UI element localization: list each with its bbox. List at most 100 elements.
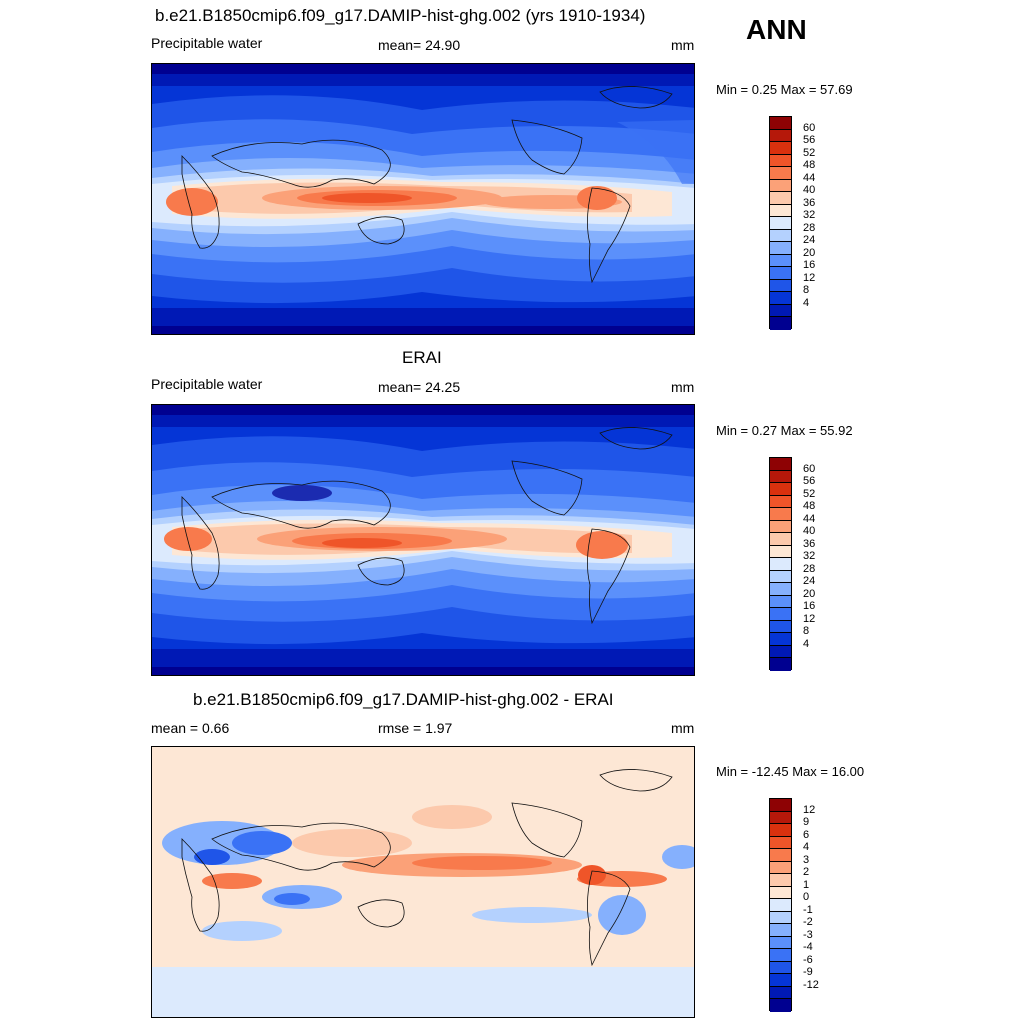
- colorbar-tick-label: 12: [803, 612, 816, 625]
- colorbar-segment: [770, 849, 791, 862]
- colorbar-segment: [770, 986, 791, 1000]
- colorbar-tick-label: 28: [803, 221, 816, 234]
- colorbar-tick-label: 28: [803, 562, 816, 575]
- colorbar-segment: [770, 304, 791, 318]
- panel-1-minmax: Min = 0.25 Max = 57.69: [716, 82, 853, 97]
- panel-2-units: mm: [671, 379, 695, 395]
- colorbar-segment: [770, 545, 791, 559]
- colorbar-tick-label: -9: [803, 966, 813, 979]
- colorbar-segment: [770, 570, 791, 584]
- colorbar-tick-label: 20: [803, 587, 816, 600]
- colorbar-segment: [770, 999, 791, 1012]
- colorbar-segment: [770, 167, 791, 180]
- colorbar-tick-label: 56: [803, 475, 816, 488]
- panel-3-title: b.e21.B1850cmip6.f09_g17.DAMIP-hist-ghg.…: [193, 690, 614, 709]
- colorbar-tick-label: -4: [803, 941, 813, 954]
- colorbar-segment: [770, 192, 791, 205]
- panel-1-title: b.e21.B1850cmip6.f09_g17.DAMIP-hist-ghg.…: [155, 6, 646, 25]
- colorbar-segment: [770, 279, 791, 293]
- panel-2-map: [151, 404, 695, 676]
- colorbar-segment: [770, 936, 791, 950]
- colorbar-segment: [770, 899, 791, 912]
- colorbar-tick-label: 44: [803, 512, 816, 525]
- colorbar-segment: [770, 824, 791, 837]
- panel-2-colorbar: [769, 457, 792, 671]
- colorbar-segment: [770, 861, 791, 875]
- colorbar-tick-label: 1: [803, 878, 810, 891]
- panel-1-variable-label: Precipitable water: [151, 35, 263, 51]
- panel-3-minmax: Min = -12.45 Max = 16.00: [716, 764, 865, 779]
- colorbar-tick-label: 4: [803, 637, 810, 650]
- colorbar-tick-label: 52: [803, 146, 816, 159]
- colorbar-tick-label: 32: [803, 209, 816, 222]
- colorbar-segment: [770, 974, 791, 987]
- colorbar-tick-label: 6: [803, 828, 810, 841]
- colorbar-tick-label: 12: [803, 803, 816, 816]
- colorbar-tick-label: 24: [803, 234, 816, 247]
- colorbar-segment: [770, 317, 791, 330]
- colorbar-tick-label: -3: [803, 928, 813, 941]
- colorbar-segment: [770, 520, 791, 534]
- colorbar-segment: [770, 154, 791, 168]
- colorbar-tick-label: -1: [803, 903, 813, 916]
- panel-3-units: mm: [671, 720, 695, 736]
- colorbar-segment: [770, 836, 791, 850]
- colorbar-tick-label: 16: [803, 259, 816, 272]
- colorbar-segment: [770, 267, 791, 280]
- panel-2-title: ERAI: [402, 348, 442, 367]
- colorbar-segment: [770, 229, 791, 243]
- colorbar-tick-label: 3: [803, 853, 810, 866]
- panel-1-map: [151, 63, 695, 335]
- colorbar-segment: [770, 558, 791, 571]
- colorbar-segment: [770, 242, 791, 255]
- season-label: ANN: [746, 14, 807, 45]
- colorbar-segment: [770, 949, 791, 962]
- colorbar-tick-label: 4: [803, 841, 810, 854]
- panel-3-colorbar: [769, 798, 792, 1012]
- colorbar-tick-label: 48: [803, 500, 816, 513]
- colorbar-tick-label: 0: [803, 891, 810, 904]
- colorbar-tick-label: 60: [803, 462, 816, 475]
- colorbar-tick-label: 44: [803, 171, 816, 184]
- colorbar-tick-label: 16: [803, 600, 816, 613]
- panel-1-colorbar: [769, 116, 792, 330]
- colorbar-segment: [770, 911, 791, 925]
- colorbar-segment: [770, 217, 791, 230]
- colorbar-segment: [770, 811, 791, 825]
- colorbar-segment: [770, 204, 791, 218]
- colorbar-tick-label: 20: [803, 246, 816, 259]
- colorbar-tick-label: -6: [803, 953, 813, 966]
- colorbar-segment: [770, 470, 791, 484]
- colorbar-tick-label: 9: [803, 816, 810, 829]
- colorbar-tick-label: 36: [803, 537, 816, 550]
- colorbar-tick-label: 48: [803, 159, 816, 172]
- panel-2-variable-label: Precipitable water: [151, 376, 263, 392]
- colorbar-segment: [770, 874, 791, 887]
- colorbar-segment: [770, 961, 791, 975]
- colorbar-segment: [770, 608, 791, 621]
- colorbar-tick-label: 60: [803, 121, 816, 134]
- colorbar-segment: [770, 179, 791, 193]
- colorbar-segment: [770, 595, 791, 609]
- colorbar-tick-label: 36: [803, 196, 816, 209]
- colorbar-segment: [770, 129, 791, 143]
- colorbar-segment: [770, 142, 791, 155]
- colorbar-tick-label: 52: [803, 487, 816, 500]
- colorbar-segment: [770, 117, 791, 130]
- panel-3-mean: mean = 0.66: [151, 720, 230, 736]
- panel-3-rmse: rmse = 1.97: [378, 720, 453, 736]
- colorbar-segment: [770, 645, 791, 659]
- colorbar-tick-label: 4: [803, 296, 810, 309]
- colorbar-tick-label: 2: [803, 866, 810, 879]
- colorbar-segment: [770, 583, 791, 596]
- panel-3-map: [151, 746, 695, 1018]
- colorbar-segment: [770, 533, 791, 546]
- colorbar-segment: [770, 508, 791, 521]
- colorbar-tick-label: 32: [803, 550, 816, 563]
- panel-1-units: mm: [671, 37, 695, 53]
- panel-2-minmax: Min = 0.27 Max = 55.92: [716, 423, 853, 438]
- colorbar-segment: [770, 292, 791, 305]
- colorbar-segment: [770, 658, 791, 671]
- colorbar-tick-label: 8: [803, 284, 810, 297]
- colorbar-tick-label: 24: [803, 575, 816, 588]
